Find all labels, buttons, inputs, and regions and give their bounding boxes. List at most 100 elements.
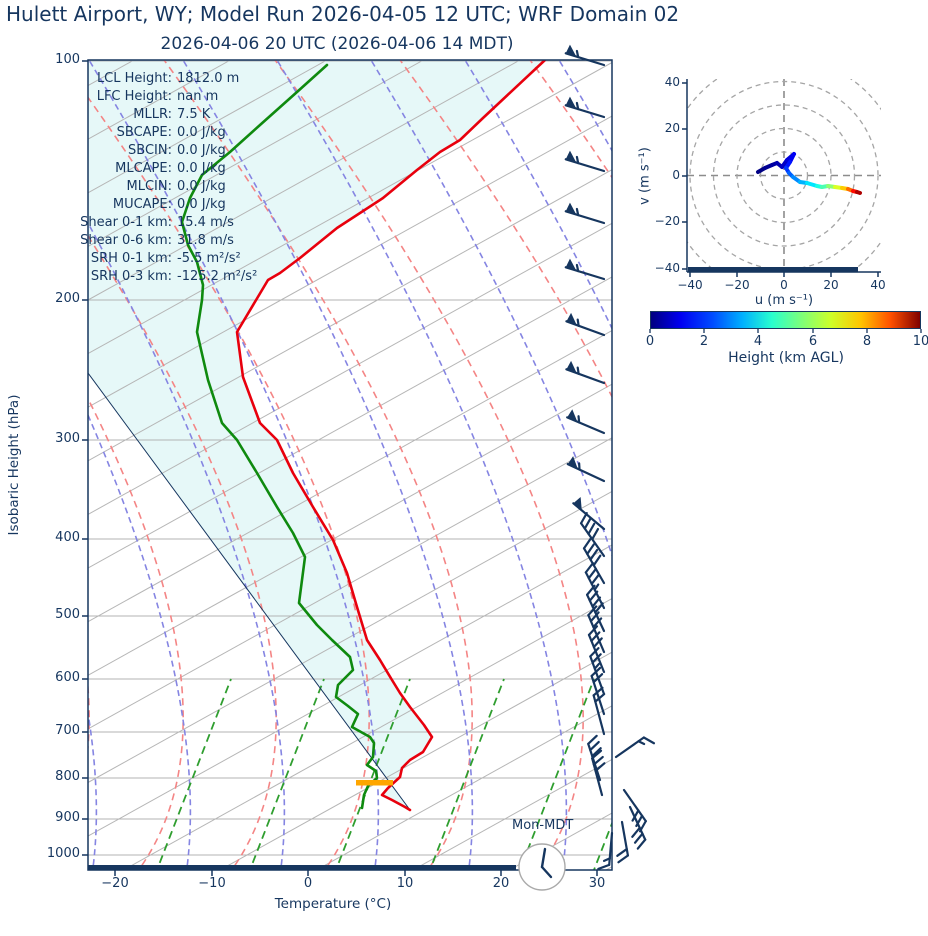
skewt-spines xyxy=(82,59,613,876)
colorbar-tick-label: 4 xyxy=(753,334,763,349)
height-colorbar xyxy=(650,311,921,329)
stat-value: 0.0 J/kg xyxy=(177,197,226,212)
pressure-tick-label: 700 xyxy=(55,723,80,738)
stats-panel: LCL Height: 1812.0 m LFC Height: nan m MLLR:… xyxy=(60,70,257,286)
surface-bar xyxy=(88,865,516,870)
hodograph-x-tick-label: 20 xyxy=(823,278,839,292)
wind-barb xyxy=(579,512,606,558)
colorbar-tick-label: 8 xyxy=(862,334,872,349)
wind-barb xyxy=(564,44,606,67)
stat-value: 0.0 J/kg xyxy=(177,161,226,176)
y-axis-label: Isobaric Height (hPa) xyxy=(6,394,22,536)
wind-barb xyxy=(584,562,606,610)
colorbar-label: Height (km AGL) xyxy=(728,350,844,366)
stat-label: SRH 0-3 km: xyxy=(90,269,172,284)
stat-value: 7.5 K xyxy=(177,107,211,122)
wind-barb xyxy=(566,409,606,435)
hodograph-x-tick-label: 0 xyxy=(780,278,788,292)
stat-label: SBCAPE: xyxy=(116,125,172,140)
temperature-tick-label: −20 xyxy=(101,876,129,891)
stat-label: LFC Height: xyxy=(96,89,172,104)
hodograph-y-tick-label: 0 xyxy=(672,168,680,182)
temperature-tick-label: 20 xyxy=(492,876,510,891)
stat-value: 0.0 J/kg xyxy=(177,179,226,194)
temperature-line xyxy=(235,60,547,812)
valid-time-subtitle: 2026-04-06 20 UTC (2026-04-06 14 MDT) xyxy=(160,34,514,54)
stat-label: MLCAPE: xyxy=(115,161,172,176)
wind-barb xyxy=(564,258,606,281)
stat-value: 31.8 m/s xyxy=(177,233,234,248)
hodograph-spines xyxy=(649,79,922,333)
stat-value: 0.0 J/kg xyxy=(177,125,226,140)
wind-barb xyxy=(565,312,606,337)
temperature-tick-label: −10 xyxy=(198,876,226,891)
pressure-tick-label: 600 xyxy=(55,670,80,685)
wind-barb xyxy=(587,625,606,674)
wind-barb xyxy=(587,605,606,654)
stat-value: 15.4 m/s xyxy=(177,215,234,230)
stat-label: Shear 0-1 km: xyxy=(80,215,172,230)
pressure-tick-label: 500 xyxy=(55,607,80,622)
wind-barb xyxy=(628,805,647,850)
temperature-tick-label: 0 xyxy=(303,876,313,891)
temperature-tick-label: 30 xyxy=(588,876,606,891)
parcel-trace-line xyxy=(88,372,411,811)
dewpoint-line xyxy=(180,63,379,810)
pressure-tick-label: 900 xyxy=(55,810,80,825)
wind-barb xyxy=(592,686,606,736)
time-badge: Mon-MDT xyxy=(512,818,574,833)
hodograph-x-tick-label: −40 xyxy=(677,278,703,292)
stat-value: nan m xyxy=(177,89,219,104)
wind-barb xyxy=(587,734,602,782)
temperature-tick-label: 10 xyxy=(396,876,414,891)
hodograph-background xyxy=(687,79,881,272)
wind-barb xyxy=(572,496,606,531)
profile-lines xyxy=(88,60,547,870)
colorbar-tick-label: 2 xyxy=(699,334,709,349)
stat-label: MLLR: xyxy=(133,107,172,122)
colorbar-tick-label: 10 xyxy=(912,334,928,349)
wind-barb xyxy=(591,749,606,797)
pressure-tick-label: 1000 xyxy=(46,846,80,861)
hodograph-x-tick-label: −20 xyxy=(724,278,750,292)
pressure-tick-label: 300 xyxy=(55,431,80,446)
hodograph-y-tick-label: 40 xyxy=(664,75,680,89)
pressure-tick-label: 200 xyxy=(55,291,80,306)
pressure-tick-label: 100 xyxy=(55,52,80,67)
wind-barb-column xyxy=(564,44,656,871)
stat-value: 1812.0 m xyxy=(177,71,240,86)
hodograph-y-tick-label: 20 xyxy=(664,121,680,135)
colorbar-tick-label: 0 xyxy=(645,334,655,349)
stat-value: 0.0 J/kg xyxy=(177,143,226,158)
lcl-marker xyxy=(356,780,393,786)
stat-label: MLCIN: xyxy=(126,179,172,194)
stat-value: -125.2 m²/s² xyxy=(177,269,258,284)
stat-label: LCL Height: xyxy=(96,71,172,86)
wind-barb xyxy=(597,831,614,871)
wind-barb xyxy=(589,647,606,696)
wind-barb xyxy=(582,537,606,585)
stat-label: MUCAPE: xyxy=(112,197,172,212)
stat-label: Shear 0-6 km: xyxy=(80,233,172,248)
stat-label: SRH 0-1 km: xyxy=(90,251,172,266)
wind-barb xyxy=(566,456,606,483)
page-title: Hulett Airport, WY; Model Run 2026-04-05… xyxy=(6,2,680,26)
hodograph-surface-bar xyxy=(688,267,858,272)
hodograph-x-tick-label: 40 xyxy=(870,278,886,292)
wind-barb xyxy=(585,584,606,633)
clock-icon xyxy=(518,843,566,891)
wind-barb xyxy=(565,360,606,385)
pressure-tick-label: 400 xyxy=(55,530,80,545)
wind-barb xyxy=(616,820,630,864)
colorbar-tick-label: 6 xyxy=(808,334,818,349)
stat-value: -5.5 m²/s² xyxy=(177,251,241,266)
x-axis-label: Temperature (°C) xyxy=(274,896,392,912)
wind-barb xyxy=(564,202,606,225)
hodograph-trace xyxy=(756,152,862,195)
pressure-tick-label: 800 xyxy=(55,769,80,784)
hodograph-y-tick-label: −20 xyxy=(654,214,680,228)
hodograph-y-tick-label: −40 xyxy=(654,261,680,275)
stat-label: SBCIN: xyxy=(128,143,172,158)
